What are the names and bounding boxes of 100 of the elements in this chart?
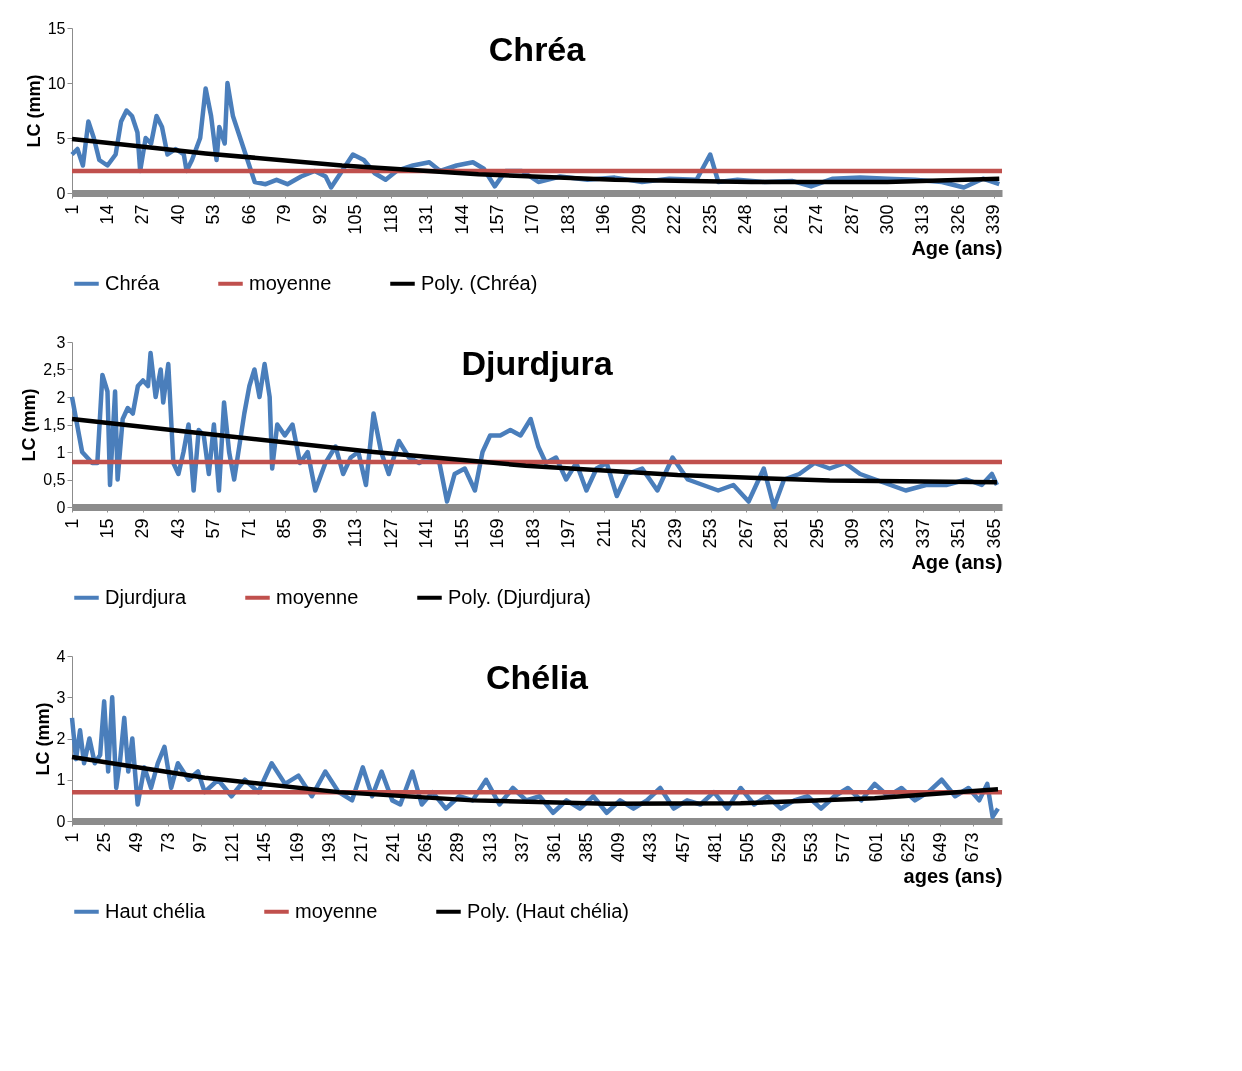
x-tick-label: 326 <box>947 204 968 235</box>
legend-label: moyenne <box>295 899 378 922</box>
y-tick-label: 0 <box>56 812 66 830</box>
y-axis-title: LC (mm) <box>32 702 53 776</box>
x-tick-label: 197 <box>558 518 579 549</box>
x-tick-label: 339 <box>983 204 1004 235</box>
x-tick-label: 313 <box>912 204 933 235</box>
x-tick-label: 43 <box>167 518 188 539</box>
x-tick-label: 66 <box>238 204 259 225</box>
legend-label: moyenne <box>249 271 332 294</box>
x-tick-label: 295 <box>806 518 827 549</box>
x-tick-label: 267 <box>735 518 756 549</box>
x-tick-label: 183 <box>557 204 578 235</box>
x-tick-label: 105 <box>345 204 366 235</box>
chart-title: Chréa <box>488 30 587 68</box>
chart-title: Chélia <box>485 658 590 696</box>
x-tick-label: 409 <box>608 832 629 863</box>
x-tick-label: 337 <box>912 518 933 549</box>
x-tick-label: 481 <box>704 832 725 863</box>
y-tick-label: 2 <box>56 388 66 406</box>
y-tick-label: 2 <box>56 730 66 747</box>
x-tick-label: 92 <box>309 204 330 225</box>
x-tick-label: 169 <box>286 832 307 863</box>
x-tick-label: 169 <box>487 518 508 549</box>
x-tick-label: 253 <box>700 518 721 549</box>
y-tick-label: 10 <box>47 74 66 92</box>
x-tick-label: 649 <box>929 832 950 863</box>
legend-label: Poly. (Chréa) <box>421 271 538 294</box>
y-tick-label: 1 <box>56 443 66 461</box>
x-tick-label: 99 <box>309 518 330 539</box>
y-tick-label: 0 <box>56 184 66 202</box>
x-tick-label: 53 <box>203 204 224 225</box>
x-tick-label: 170 <box>522 204 543 235</box>
x-tick-label: 196 <box>593 204 614 235</box>
x-tick-label: 289 <box>447 832 468 863</box>
x-tick-label: 287 <box>841 204 862 235</box>
x-tick-label: 157 <box>486 204 507 235</box>
y-tick-label: 0 <box>56 498 66 516</box>
x-tick-label: 365 <box>983 518 1004 549</box>
y-tick-label: 3 <box>56 333 66 351</box>
line-series <box>69 754 1001 806</box>
x-tick-label: 118 <box>380 204 401 234</box>
x-tick-label: 577 <box>833 832 854 863</box>
x-tick-label: 85 <box>274 518 295 539</box>
x-tick-label: 73 <box>157 832 178 853</box>
x-axis-title: ages (ans) <box>903 864 1003 887</box>
legend-label: Poly. (Djurdjura) <box>448 585 591 608</box>
x-tick-label: 457 <box>672 832 693 863</box>
legend-label: Poly. (Haut chélia) <box>467 899 629 922</box>
x-tick-label: 553 <box>801 832 822 863</box>
x-tick-label: 14 <box>96 204 117 225</box>
x-tick-label: 673 <box>962 832 983 863</box>
x-tick-label: 239 <box>664 518 685 549</box>
x-tick-label: 29 <box>132 518 153 539</box>
y-tick-label: 3 <box>56 688 66 706</box>
x-tick-label: 27 <box>132 204 153 225</box>
x-tick-label: 625 <box>897 832 918 863</box>
x-tick-label: 193 <box>318 832 339 863</box>
legend-label: Chréa <box>105 271 161 294</box>
x-tick-label: 505 <box>736 832 757 863</box>
x-tick-label: 241 <box>383 832 404 863</box>
x-tick-label: 225 <box>629 518 650 549</box>
x-axis-title: Age (ans) <box>911 550 1003 573</box>
x-tick-label: 183 <box>522 518 543 549</box>
x-tick-label: 145 <box>254 832 275 863</box>
x-tick-label: 433 <box>640 832 661 863</box>
y-axis-title: LC (mm) <box>23 74 44 148</box>
x-tick-label: 71 <box>238 518 259 539</box>
y-tick-label: 4 <box>56 647 66 665</box>
x-tick-label: 141 <box>416 518 437 549</box>
y-tick-label: 15 <box>47 19 66 37</box>
x-tick-label: 351 <box>948 518 969 549</box>
x-tick-label: 40 <box>167 204 188 225</box>
x-tick-label: 601 <box>865 832 886 863</box>
line-series <box>69 416 1000 485</box>
x-tick-label: 209 <box>628 204 649 235</box>
x-tick-label: 121 <box>222 832 243 863</box>
y-axis-title: LC (mm) <box>19 388 40 462</box>
x-tick-label: 97 <box>190 832 211 853</box>
x-tick-label: 309 <box>841 518 862 549</box>
chart-title: Djurdjura <box>461 344 614 382</box>
x-tick-label: 248 <box>735 204 756 235</box>
x-tick-label: 57 <box>203 518 224 539</box>
legend-label: Djurdjura <box>105 585 188 608</box>
y-tick-label: 1,5 <box>43 416 66 433</box>
x-tick-label: 261 <box>770 204 791 235</box>
x-tick-label: 15 <box>96 518 117 539</box>
x-tick-label: 217 <box>350 832 371 863</box>
x-tick-label: 313 <box>479 832 500 863</box>
x-tick-label: 529 <box>769 832 790 863</box>
x-tick-label: 385 <box>576 832 597 863</box>
x-tick-label: 235 <box>699 204 720 235</box>
x-tick-label: 49 <box>125 832 146 853</box>
y-tick-label: 5 <box>56 129 66 147</box>
x-axis-title: Age (ans) <box>911 236 1003 259</box>
x-tick-label: 79 <box>274 204 295 225</box>
y-tick-label: 2,5 <box>43 361 66 378</box>
x-tick-label: 211 <box>593 518 614 548</box>
legend-label: Haut chélia <box>105 899 206 922</box>
x-tick-label: 281 <box>771 518 792 549</box>
